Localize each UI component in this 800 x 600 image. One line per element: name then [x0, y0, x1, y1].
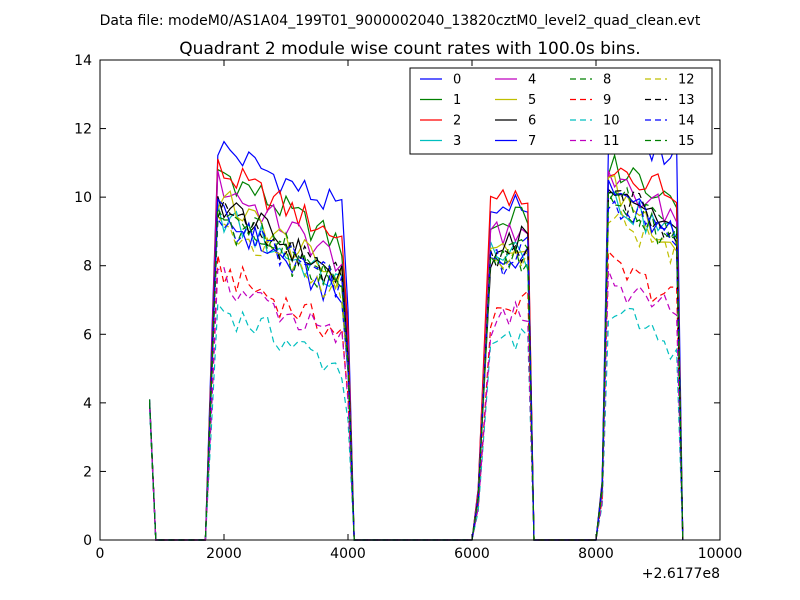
legend-label-3: 3: [453, 134, 461, 149]
y-tick-label: 14: [74, 53, 92, 69]
suptitle: Data file: modeM0/AS1A04_199T01_90000020…: [100, 13, 701, 29]
x-tick-label: 10000: [698, 546, 743, 562]
legend-box: [409, 67, 713, 155]
legend-label-13: 13: [678, 93, 695, 108]
y-tick-label: 10: [74, 190, 92, 206]
series-line-14: [149, 199, 684, 541]
legend-label-1: 1: [453, 93, 461, 108]
y-tick-label: 8: [83, 259, 92, 275]
legend-label-9: 9: [603, 93, 611, 108]
y-tick-label: 6: [83, 327, 92, 343]
series-line-8: [149, 186, 684, 541]
axes-frame: [99, 59, 721, 541]
y-tick-label: 0: [83, 533, 92, 549]
legend-label-10: 10: [603, 114, 620, 129]
series-line-15: [149, 192, 684, 541]
legend-label-5: 5: [528, 93, 536, 108]
x-tick-label: 0: [96, 546, 105, 562]
legend-label-8: 8: [603, 73, 611, 88]
legend-label-0: 0: [453, 73, 461, 88]
legend-label-4: 4: [528, 73, 536, 88]
legend-label-11: 11: [603, 134, 620, 149]
legend-label-2: 2: [453, 114, 461, 129]
series-layer: [149, 131, 684, 541]
legend-label-15: 15: [678, 134, 695, 149]
x-offset-label: +2.6177e8: [642, 566, 720, 582]
legend-label-6: 6: [528, 114, 536, 129]
y-tick-label: 4: [83, 396, 92, 412]
legend-label-7: 7: [528, 134, 536, 149]
legend-label-12: 12: [678, 73, 695, 88]
series-line-11: [149, 266, 684, 541]
x-tick-label: 4000: [330, 546, 366, 562]
series-line-10: [149, 302, 684, 541]
legend-label-14: 14: [678, 114, 695, 129]
y-tick-label: 12: [74, 122, 92, 138]
x-tick-label: 8000: [578, 546, 614, 562]
y-tick-label: 2: [83, 464, 92, 480]
x-tick-label: 6000: [454, 546, 490, 562]
series-line-9: [149, 250, 684, 541]
x-tick-label: 2000: [206, 546, 242, 562]
chart-title: Quadrant 2 module wise count rates with …: [179, 39, 640, 59]
